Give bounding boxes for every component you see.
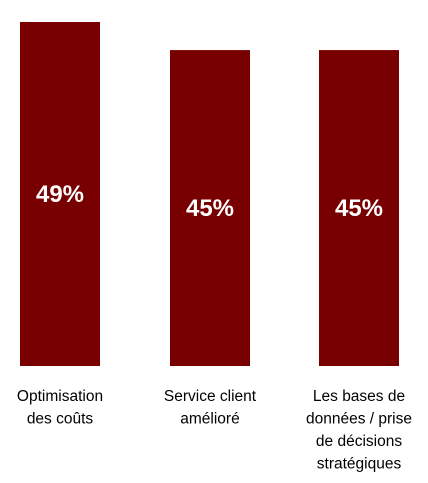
category-label-3-line-1: Les bases de [313, 388, 405, 405]
category-label-2-line-1: Service client [164, 388, 257, 405]
category-label-3-line-4: stratégiques [317, 456, 402, 473]
category-label-1-line-2: des coûts [27, 411, 94, 428]
category-label-2-line-2: amélioré [180, 411, 239, 428]
bar-value-label-3: 45% [335, 195, 383, 222]
category-label-1: Optimisation des coûts [17, 388, 103, 428]
bar-value-label-1: 49% [36, 181, 84, 208]
category-label-3-line-3: de décisions [316, 433, 402, 450]
category-label-3-line-2: données / prise [306, 411, 412, 428]
category-label-3: Les bases de données / prise de décisions s… [306, 388, 412, 473]
bar-3 [319, 50, 399, 366]
category-label-1-line-1: Optimisation [17, 388, 103, 405]
bar-2 [170, 50, 250, 366]
category-label-2: Service client amélioré [164, 388, 257, 428]
bar-1 [20, 22, 100, 366]
bar-value-label-2: 45% [186, 195, 234, 222]
